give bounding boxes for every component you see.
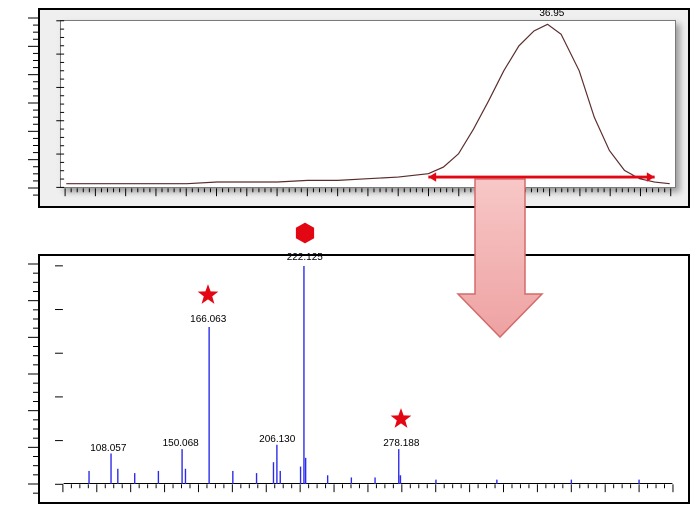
bottom-spectrum-panel: 108.057150.068166.063206.130222.125278.1… [38, 254, 690, 504]
hexagon-marker-icon [292, 220, 318, 246]
chromatogram-peak-label: 36.95 [539, 8, 564, 19]
bottom-axis-ticks [40, 256, 688, 502]
linking-down-arrow-icon [456, 178, 544, 340]
top-axis-ticks [40, 10, 688, 206]
top-chromatogram-panel [38, 8, 690, 208]
